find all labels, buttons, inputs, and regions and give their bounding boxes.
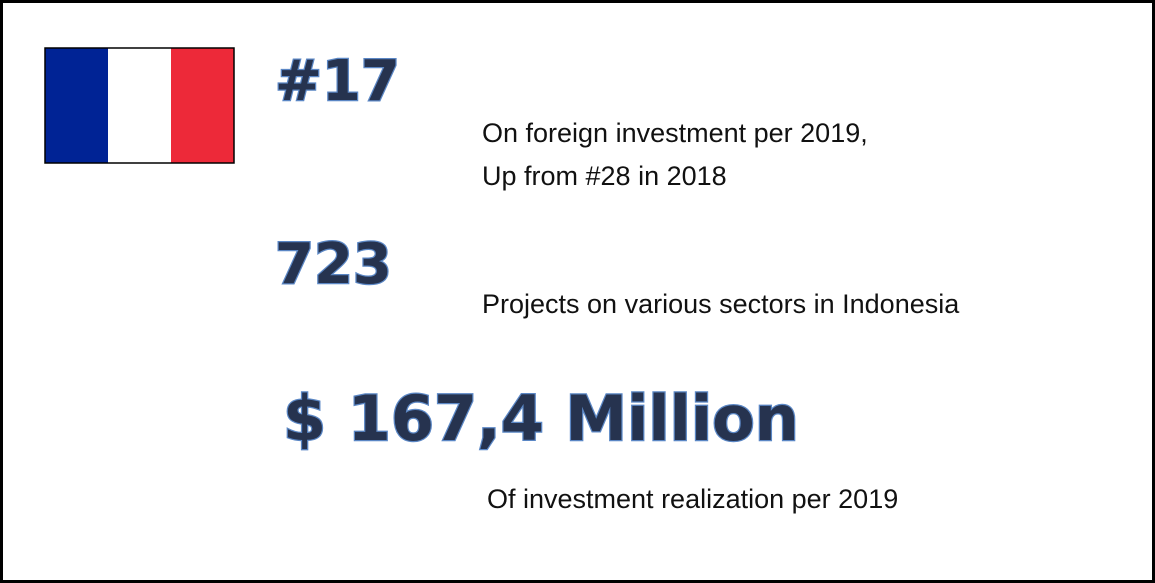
projects-value: 723 (275, 232, 392, 297)
investment-caption: Of investment realization per 2019 (487, 484, 898, 514)
rank-line: Up from #28 in 2018 (482, 161, 727, 191)
flag-white (108, 48, 171, 163)
rank-line: On foreign investment per 2019, (482, 118, 868, 148)
investment-value: $ 167,4 Million (283, 382, 799, 455)
flag (44, 47, 235, 164)
projects-caption: Projects on various sectors in Indonesia (482, 289, 960, 319)
flag-blue (45, 48, 108, 163)
rank-value: #17 (275, 49, 400, 114)
flag-border (44, 47, 235, 164)
flag-red (171, 48, 234, 163)
